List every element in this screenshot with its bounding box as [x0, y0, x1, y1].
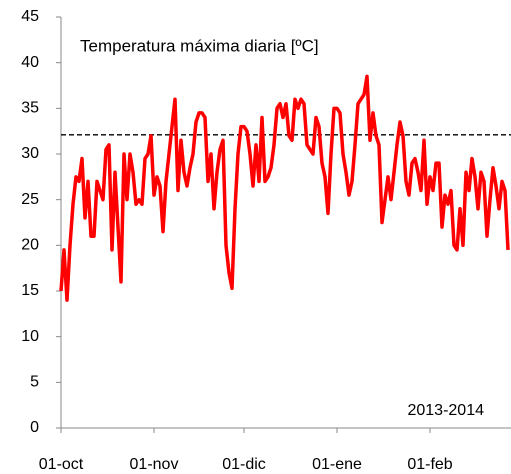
y-tick-label: 20 — [21, 237, 39, 254]
x-tick-label: 01-dic — [222, 456, 266, 473]
y-tick-label: 10 — [21, 328, 39, 345]
x-tick-label: 01-oct — [39, 456, 84, 473]
x-tick-label: 01-nov — [130, 456, 179, 473]
y-tick-label: 0 — [30, 419, 39, 436]
y-tick-label: 35 — [21, 100, 39, 117]
chart-title: Temperatura máxima diaria [ºC] — [80, 36, 319, 55]
annotation: 2013-2014 — [407, 402, 484, 419]
temperature-line — [59, 74, 510, 302]
x-tick-label: 01-feb — [407, 456, 452, 473]
y-tick-label: 15 — [21, 282, 39, 299]
x-tick-label: 01-ene — [312, 456, 362, 473]
y-tick-label: 25 — [21, 191, 39, 208]
y-tick-label: 5 — [30, 374, 39, 391]
y-tick-label: 45 — [21, 8, 39, 25]
y-tick-label: 40 — [21, 54, 39, 71]
y-tick-label: 30 — [21, 145, 39, 162]
